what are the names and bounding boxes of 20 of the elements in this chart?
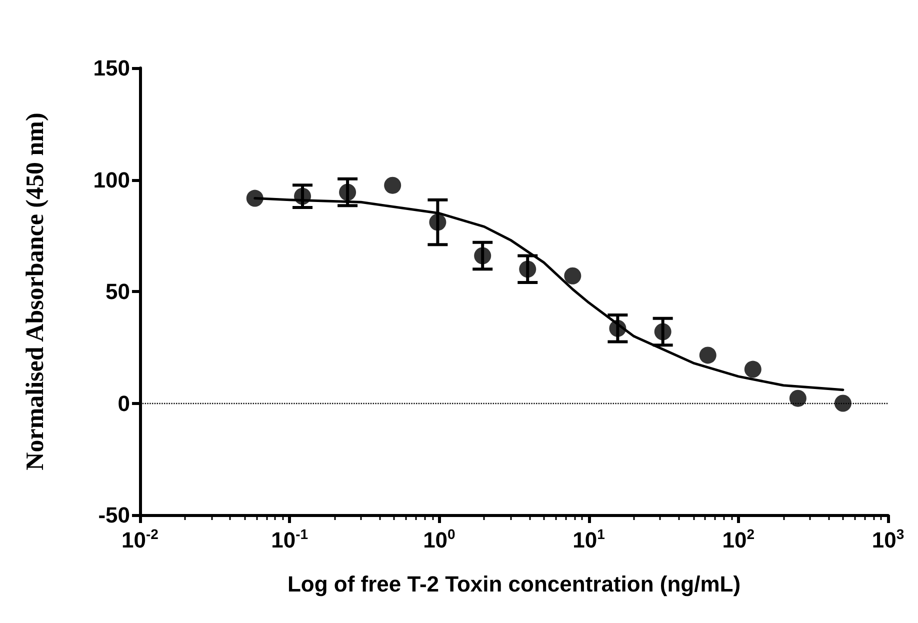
point [744, 360, 762, 378]
y-tick-label: 100 [93, 167, 130, 192]
x-axis-title: Log of free T-2 Toxin concentration (ng/mL) [287, 572, 741, 596]
point [834, 394, 852, 412]
point [474, 247, 492, 264]
y-axis-title: Normalised Absorbance (450 nm) [22, 112, 49, 470]
point [339, 184, 356, 201]
y-tick-label: -50 [98, 502, 130, 528]
point [519, 260, 536, 278]
y-tick-label: 50 [106, 279, 130, 304]
point [384, 176, 402, 194]
point [609, 320, 626, 337]
point [789, 390, 806, 407]
point [429, 214, 446, 231]
point [654, 323, 672, 340]
y-tick-label: 150 [93, 56, 130, 80]
point [294, 188, 312, 205]
point [564, 267, 582, 284]
point [699, 346, 716, 364]
y-tick-label: 0 [118, 390, 130, 416]
